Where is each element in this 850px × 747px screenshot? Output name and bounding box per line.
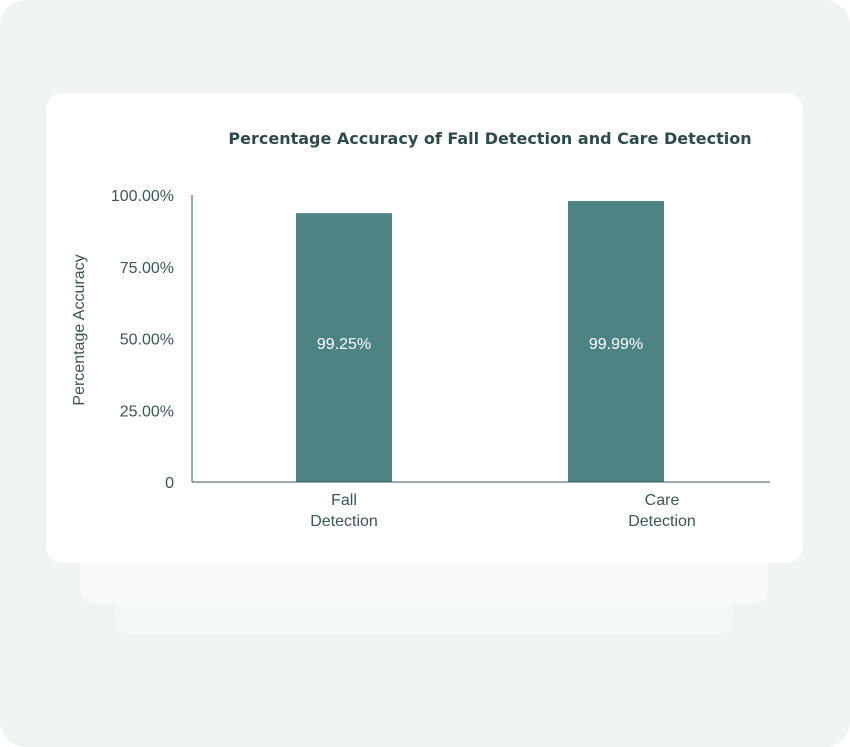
- chart-card: Percentage Accuracy of Fall Detection an…: [46, 93, 803, 563]
- bar-0: [296, 213, 392, 482]
- bar-data-label: 99.25%: [317, 336, 371, 353]
- x-tick-label: Detection: [628, 513, 696, 530]
- x-tick-label: Fall: [331, 492, 357, 509]
- bar-data-label: 99.99%: [589, 336, 643, 353]
- bars: 99.25% 99.99%: [296, 201, 664, 483]
- bar-chart: 025.00%50.00%75.00%100.00% 99.25% 99.99% …: [71, 188, 770, 530]
- bar-1: [568, 201, 664, 483]
- y-tick-label: 50.00%: [120, 332, 174, 349]
- y-axis-ticks: 0 25.00% 50.00% 75.00% 100.00%: [111, 188, 174, 492]
- x-axis-ticks: Fall Detection Care Detection: [310, 492, 696, 530]
- y-tick-label: 25.00%: [120, 403, 174, 420]
- y-axis-title: Percentage Accuracy: [71, 254, 88, 405]
- y-tick-label: 75.00%: [120, 260, 174, 277]
- y-tick-label: 0: [165, 475, 174, 492]
- y-tick-label: 100.00%: [111, 188, 174, 205]
- chart-title: Percentage Accuracy of Fall Detection an…: [228, 129, 752, 148]
- card-stack-middle: [80, 560, 768, 604]
- x-tick-label: Care: [645, 492, 680, 509]
- x-tick-label: Detection: [310, 513, 378, 530]
